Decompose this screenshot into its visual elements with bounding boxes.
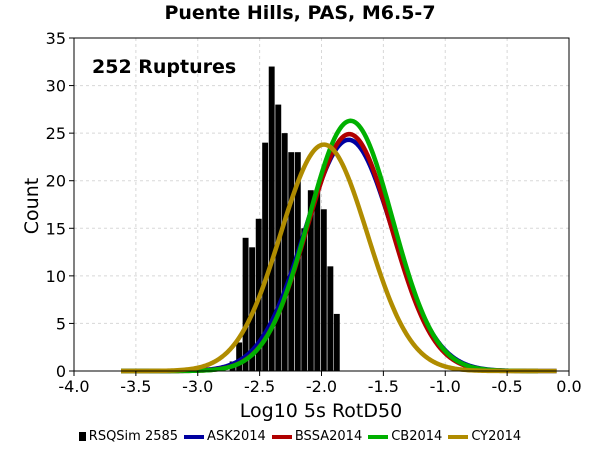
x-tick-label: -3.5 xyxy=(120,377,151,396)
histogram-bar xyxy=(320,209,327,371)
y-tick-label: 25 xyxy=(46,124,66,143)
legend-swatch xyxy=(271,434,292,439)
legend-label: BSSA2014 xyxy=(294,429,363,444)
legend-swatch xyxy=(368,434,389,439)
histogram-bar xyxy=(327,266,334,371)
legend-swatch xyxy=(448,434,469,439)
legend-label: ASK2014 xyxy=(207,429,266,444)
x-tick-label: -1.5 xyxy=(368,377,399,396)
y-tick-label: 30 xyxy=(46,77,66,96)
y-axis-label: Count xyxy=(21,178,43,234)
x-tick-label: -4.0 xyxy=(58,377,89,396)
x-tick-label: -3.0 xyxy=(182,377,213,396)
chart-title: Puente Hills, PAS, M6.5-7 xyxy=(164,2,436,24)
legend-swatch xyxy=(184,434,205,439)
histogram-bar xyxy=(314,190,321,371)
x-tick-label: 0.0 xyxy=(556,377,581,396)
rupture-count-annotation: 252 Ruptures xyxy=(92,56,236,78)
legend-swatch xyxy=(78,432,86,441)
x-axis-label: Log10 5s RotD50 xyxy=(240,400,402,422)
histogram-bar xyxy=(268,66,275,372)
y-tick-label: 15 xyxy=(46,219,66,238)
y-tick-label: 0 xyxy=(56,362,66,381)
histogram-bar xyxy=(262,142,269,371)
legend-label: RSQSim 2585 xyxy=(88,429,179,444)
legend-label: CB2014 xyxy=(391,429,443,444)
legend-item: RSQSim 2585 xyxy=(78,429,179,444)
histogram-bar xyxy=(242,237,249,371)
legend-item: ASK2014 xyxy=(184,429,266,444)
y-tick-label: 10 xyxy=(46,267,66,286)
x-tick-label: -2.0 xyxy=(306,377,337,396)
y-tick-label: 35 xyxy=(46,29,66,48)
y-axis-ticks: 0 5 10 15 20 25 30 35 xyxy=(46,29,74,381)
histogram-bar xyxy=(281,133,288,371)
legend-item: BSSA2014 xyxy=(271,429,363,444)
histogram-bar xyxy=(333,313,340,371)
x-tick-label: -2.5 xyxy=(244,377,275,396)
y-tick-label: 20 xyxy=(46,172,66,191)
histogram-bar xyxy=(288,152,295,371)
histogram-bar xyxy=(301,228,308,371)
histogram-bar xyxy=(307,190,314,371)
y-tick-label: 5 xyxy=(56,314,66,333)
legend: RSQSim 2585 ASK2014 BSSA2014 CB2014 CY2014 xyxy=(0,429,600,444)
legend-item: CB2014 xyxy=(368,429,442,444)
x-tick-label: -1.0 xyxy=(430,377,461,396)
legend-item: CY2014 xyxy=(448,429,521,444)
histogram-bar xyxy=(236,342,243,371)
x-tick-label: -0.5 xyxy=(492,377,523,396)
legend-label: CY2014 xyxy=(471,429,522,444)
x-axis-ticks: -4.0 -3.5 -3.0 -2.5 -2.0 -1.5 -1.0 -0.5 0.0 xyxy=(58,371,582,396)
